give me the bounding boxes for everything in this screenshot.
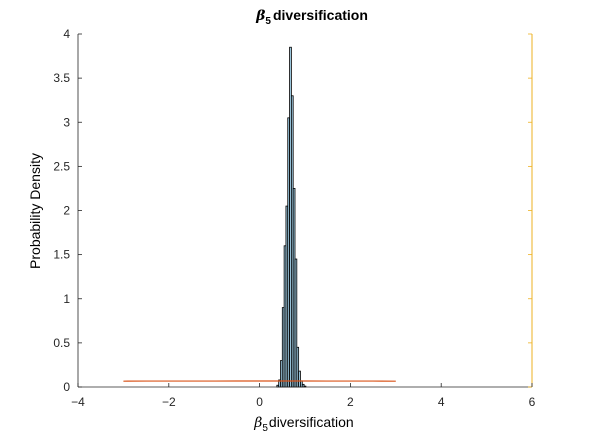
y-tick-label: 0	[63, 380, 70, 394]
xlabel-text: diversification	[269, 414, 354, 430]
y-tick-label: 4	[63, 27, 70, 41]
svg-text:β5diversification: β5diversification	[253, 414, 353, 434]
y-tick-label: 1	[63, 292, 70, 306]
title-symbol: β	[255, 8, 266, 24]
svg-text:β5diversification: β5diversification	[255, 7, 368, 27]
x-tick-label: 4	[438, 395, 445, 409]
chart-title: β5 diversification	[255, 7, 368, 27]
y-tick-label: 0.5	[53, 336, 70, 350]
title-text: diversification	[273, 7, 368, 23]
xlabel-symbol: β	[253, 415, 262, 431]
y-axis-title: Probability Density	[27, 153, 43, 269]
x-tick-label: −4	[71, 395, 85, 409]
xlabel-subscript: 5	[262, 423, 268, 434]
y-tick-label: 2	[63, 204, 70, 218]
x-axis-title: β5diversification	[253, 414, 353, 434]
x-tick-label: 2	[347, 395, 354, 409]
x-tick-label: 0	[256, 395, 263, 409]
y-tick-label: 1.5	[53, 248, 70, 262]
y-tick-label: 3	[63, 115, 70, 129]
x-tick-label: −2	[162, 395, 176, 409]
y-tick-label: 3.5	[53, 71, 70, 85]
x-tick-label: 6	[529, 395, 536, 409]
title-subscript: 5	[265, 16, 271, 27]
plot-area: 0 0.5 1 1.5 2 2.5 3 3.5 4 −4 −2 0 2 4 6	[53, 27, 535, 409]
y-tick-label: 2.5	[53, 159, 70, 173]
